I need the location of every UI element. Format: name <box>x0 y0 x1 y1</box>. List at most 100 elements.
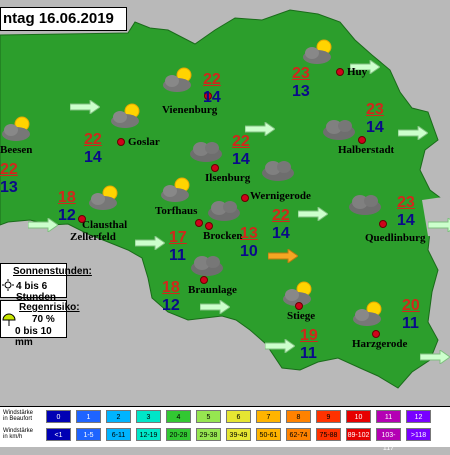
partly-cloudy-icon <box>353 301 382 326</box>
tmax-torfhaus: 17 <box>169 229 187 246</box>
tmax-huy: 23 <box>292 65 310 82</box>
legend-beaufort-cell: 6 <box>226 410 251 423</box>
tmin-wernigerode: 14 <box>272 225 290 242</box>
cloudy-icon <box>262 161 294 181</box>
tmin-torfhaus: 11 <box>169 247 186 264</box>
sunshine-value: 4 bis 6 Stunden <box>16 281 56 303</box>
town-huy: Huy <box>336 66 367 78</box>
legend-beaufort-cell: 5 <box>196 410 221 423</box>
wind-arrow-strong-icon <box>268 249 298 263</box>
cloudy-icon <box>208 201 240 221</box>
wind-arrow-icon <box>428 218 450 232</box>
town-quedlinburg: Quedlinburg <box>365 220 426 244</box>
wind-arrow-icon <box>265 339 295 353</box>
rain-amount: 0 bis 10 mm <box>15 326 52 348</box>
legend-kmh-cell: 29-38 <box>196 428 221 441</box>
rain-box: Regenrisiko: 70 % 0 bis 10 mm <box>0 300 80 348</box>
legend-beaufort-cell: 10 <box>346 410 371 423</box>
town-clausthal-zellerfeld: Clausthal Zellerfeld <box>70 215 130 243</box>
wind-arrow-icon <box>70 100 100 114</box>
legend-kmh-cell: <1 <box>46 428 71 441</box>
town-halberstadt: Halberstadt <box>338 136 394 156</box>
tmin-goslar: 14 <box>84 149 102 166</box>
tmin-halberstadt: 14 <box>366 119 384 136</box>
legend-beaufort-cell: 9 <box>316 410 341 423</box>
wind-arrow-icon <box>398 126 428 140</box>
forecast-date-title: ntag 16.06.2019 <box>0 7 127 31</box>
town-beesen: Beesen <box>0 144 33 156</box>
town-torfhaus: Torfhaus <box>155 205 203 227</box>
town-goslar: Goslar <box>117 136 160 148</box>
partly-cloudy-icon <box>2 116 30 141</box>
partly-cloudy-icon <box>303 39 332 64</box>
cloudy-icon <box>190 142 222 162</box>
wind-legend: Windstärke in Beaufort Windstärke in km/… <box>0 406 450 452</box>
wind-arrow-icon <box>350 60 380 74</box>
tmax-ilsenburg: 22 <box>232 133 250 150</box>
legend-beaufort-cell: 8 <box>286 410 311 423</box>
legend-beaufort-cell: 4 <box>166 410 191 423</box>
legend-beaufort-cell: 12 <box>406 410 431 423</box>
tmax-halberstadt: 23 <box>366 101 384 118</box>
legend-kmh-cell: 20-28 <box>166 428 191 441</box>
partly-cloudy-icon <box>111 103 140 128</box>
legend-beaufort-cell: 3 <box>136 410 161 423</box>
legend-kmh-cell: 50-61 <box>256 428 281 441</box>
tmin-stiege: 11 <box>300 345 317 362</box>
legend-kmh-cell: 103-117 <box>376 428 401 452</box>
legend-kmh-cell: 12-19 <box>136 428 161 441</box>
tmin-harzgerode: 11 <box>402 315 419 332</box>
tmax-goslar: 22 <box>84 131 102 148</box>
umbrella-icon <box>2 313 16 326</box>
legend-beaufort-cell: 11 <box>376 410 401 423</box>
legend-kmh-cell: 89-102 <box>346 428 371 441</box>
cloudy-icon <box>191 256 223 276</box>
tmax-brocken: 13 <box>240 225 258 242</box>
legend-beaufort-cell: 1 <box>76 410 101 423</box>
tmax-beesen: 22 <box>0 161 18 178</box>
legend-kmh-cell: 62-74 <box>286 428 311 441</box>
legend-kmh-cell: 6-11 <box>106 428 131 441</box>
legend-beaufort-cell: 0 <box>46 410 71 423</box>
legend-kmh-cell: 1-5 <box>76 428 101 441</box>
sunshine-heading: Sonnenstunden: <box>13 266 92 277</box>
tmax-clausthal-zellerfeld: 18 <box>58 189 76 206</box>
partly-cloudy-icon <box>283 281 312 306</box>
sunshine-box: Sonnenstunden: 4 bis 6 Stunden <box>0 263 92 303</box>
tmin-huy: 13 <box>292 83 310 100</box>
town-wernigerode: Wernigerode <box>241 190 311 202</box>
town-braunlage: Braunlage <box>188 276 237 296</box>
tmin-clausthal-zellerfeld: 12 <box>58 207 76 224</box>
tmax-quedlinburg: 23 <box>397 194 415 211</box>
tmax-braunlage: 18 <box>162 279 180 296</box>
tmin-braunlage: 12 <box>162 297 180 314</box>
town-brocken: Brocken <box>203 222 243 242</box>
partly-cloudy-icon <box>161 177 190 202</box>
tmin-brocken: 10 <box>240 243 258 260</box>
rain-heading: Regenrisiko: <box>19 302 80 313</box>
town-harzgerode: Harzgerode <box>352 330 407 350</box>
tmax-stiege: 19 <box>300 327 318 344</box>
legend-beaufort-label: Windstärke in Beaufort <box>3 410 34 422</box>
town-stiege: Stiege <box>287 302 315 322</box>
wind-arrow-icon <box>298 207 328 221</box>
wind-arrow-icon <box>28 218 58 232</box>
tmax-wernigerode: 22 <box>272 207 290 224</box>
tmin-beesen: 13 <box>0 179 18 196</box>
wind-arrow-icon <box>245 122 275 136</box>
legend-kmh-cell: 39-49 <box>226 428 251 441</box>
partly-cloudy-icon <box>89 185 118 210</box>
legend-kmh-label: Windstärke in km/h <box>3 428 34 440</box>
wind-arrow-icon <box>135 236 165 250</box>
legend-kmh-cell: >118 <box>406 428 431 441</box>
harz-region <box>0 9 450 389</box>
legend-beaufort-cell: 2 <box>106 410 131 423</box>
cloudy-icon <box>323 120 355 140</box>
tmin-vienenburg: 14 <box>203 89 221 106</box>
tmax-vienenburg: 22 <box>203 71 221 88</box>
legend-beaufort-cell: 7 <box>256 410 281 423</box>
legend-kmh-cell: 75-88 <box>316 428 341 441</box>
town-ilsenburg: Ilsenburg <box>205 164 250 184</box>
partly-cloudy-icon <box>163 67 192 92</box>
rain-probability: 70 % <box>32 314 55 325</box>
